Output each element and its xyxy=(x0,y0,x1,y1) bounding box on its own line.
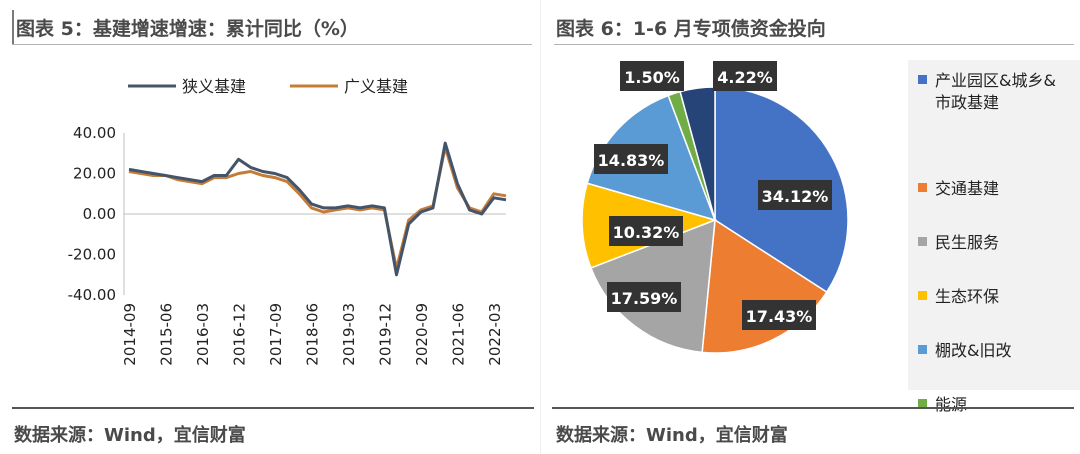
legend-swatch xyxy=(918,183,927,192)
pie-data-label: 17.59% xyxy=(611,289,678,308)
pie-legend-item: 民生服务 xyxy=(918,232,1065,254)
series-line xyxy=(128,145,507,271)
pie-chart-title: 图表 6：1-6 月专项债资金投向 xyxy=(556,18,826,40)
legend-swatch xyxy=(918,291,927,300)
line-chart-title: 图表 5：基建增速增速：累计同比（%） xyxy=(16,18,359,40)
pie-legend-item: 生态环保 xyxy=(918,286,1065,308)
legend-swatch xyxy=(918,345,927,354)
legend-label: 广义基建 xyxy=(344,77,408,96)
footer-rule xyxy=(12,407,534,409)
pie-label-box xyxy=(742,300,816,330)
legend-label: 交通基建 xyxy=(935,179,1000,198)
pie-data-label: 14.83% xyxy=(598,151,665,170)
line-chart-source: 数据来源：Wind，宜信财富 xyxy=(14,425,246,446)
x-tick-label: 2020-09 xyxy=(413,303,431,366)
pie-legend-item: 棚改&旧改 xyxy=(918,340,1065,362)
pie-chart: 34.12% 17.43% 17.59% 10.32% 14.83% 1.50% 4.22% xyxy=(581,61,849,354)
y-tick-label: 40.00 xyxy=(73,124,116,142)
legend-label: 棚改&旧改 xyxy=(935,341,1012,360)
pie-data-label: 10.32% xyxy=(613,223,680,242)
pie-label-box xyxy=(609,216,683,246)
pie-legend: 产业园区&城乡&市政基建交通基建民生服务生态环保棚改&旧改能源 xyxy=(908,60,1080,414)
title-rule xyxy=(554,44,1074,45)
pie-label-box xyxy=(713,61,777,91)
pie-legend-item: 交通基建 xyxy=(918,178,1065,200)
legend-swatch xyxy=(918,75,927,84)
pie-data-label: 1.50% xyxy=(624,68,680,87)
x-tick-label: 2022-03 xyxy=(486,303,504,366)
title-accent-bar xyxy=(12,10,14,44)
x-tick-label: 2014-09 xyxy=(121,303,139,366)
pie-label-box xyxy=(607,282,681,312)
pie-legend-item: 产业园区&城乡&市政基建 xyxy=(918,70,1065,114)
x-tick-label: 2019-03 xyxy=(340,303,358,366)
pie-legend-item: 能源 xyxy=(918,394,1065,416)
y-tick-label: 20.00 xyxy=(73,165,116,183)
x-tick-label: 2016-12 xyxy=(230,303,248,366)
pie-label-box xyxy=(758,180,832,210)
legend-label: 产业园区&城乡&市政基建 xyxy=(935,71,1056,112)
x-tick-label: 2021-06 xyxy=(449,303,467,366)
x-tick-label: 2016-03 xyxy=(194,303,212,366)
legend-label: 生态环保 xyxy=(935,287,1000,306)
legend-swatch xyxy=(918,399,927,408)
pie-data-label: 4.22% xyxy=(717,68,773,87)
x-tick-label: 2019-12 xyxy=(376,303,394,366)
pie-data-label: 34.12% xyxy=(762,187,829,206)
y-tick-label: 0.00 xyxy=(83,205,116,223)
panel-divider xyxy=(540,0,541,454)
series-line xyxy=(128,141,507,277)
legend-label: 民生服务 xyxy=(935,233,1000,252)
x-tick-label: 2017-09 xyxy=(267,303,285,366)
legend-label: 狭义基建 xyxy=(182,77,246,96)
line-chart: 40.00 20.00 0.00 -20.00 -40.00 2014-09 2015-06… xyxy=(68,77,507,366)
x-tick-label: 2015-06 xyxy=(157,303,175,366)
pie-label-box xyxy=(594,144,668,174)
legend-label: 能源 xyxy=(935,395,968,414)
pie-label-box xyxy=(620,61,684,91)
left-panel: 图表 5：基建增速增速：累计同比（%） 40.00 20.00 0.00 -20.00… xyxy=(12,10,534,446)
title-rule xyxy=(12,44,532,45)
pie-chart-source: 数据来源：Wind，宜信财富 xyxy=(556,425,788,446)
y-tick-label: -40.00 xyxy=(68,286,116,304)
right-panel: 图表 6：1-6 月专项债资金投向 34.12% 17.43% 17.59% 10.3… xyxy=(540,0,1080,454)
y-tick-label: -20.00 xyxy=(68,246,116,264)
legend-swatch xyxy=(918,237,927,246)
x-tick-label: 2018-06 xyxy=(303,303,321,366)
pie-data-label: 17.43% xyxy=(746,307,813,326)
footer-rule xyxy=(552,407,1074,409)
